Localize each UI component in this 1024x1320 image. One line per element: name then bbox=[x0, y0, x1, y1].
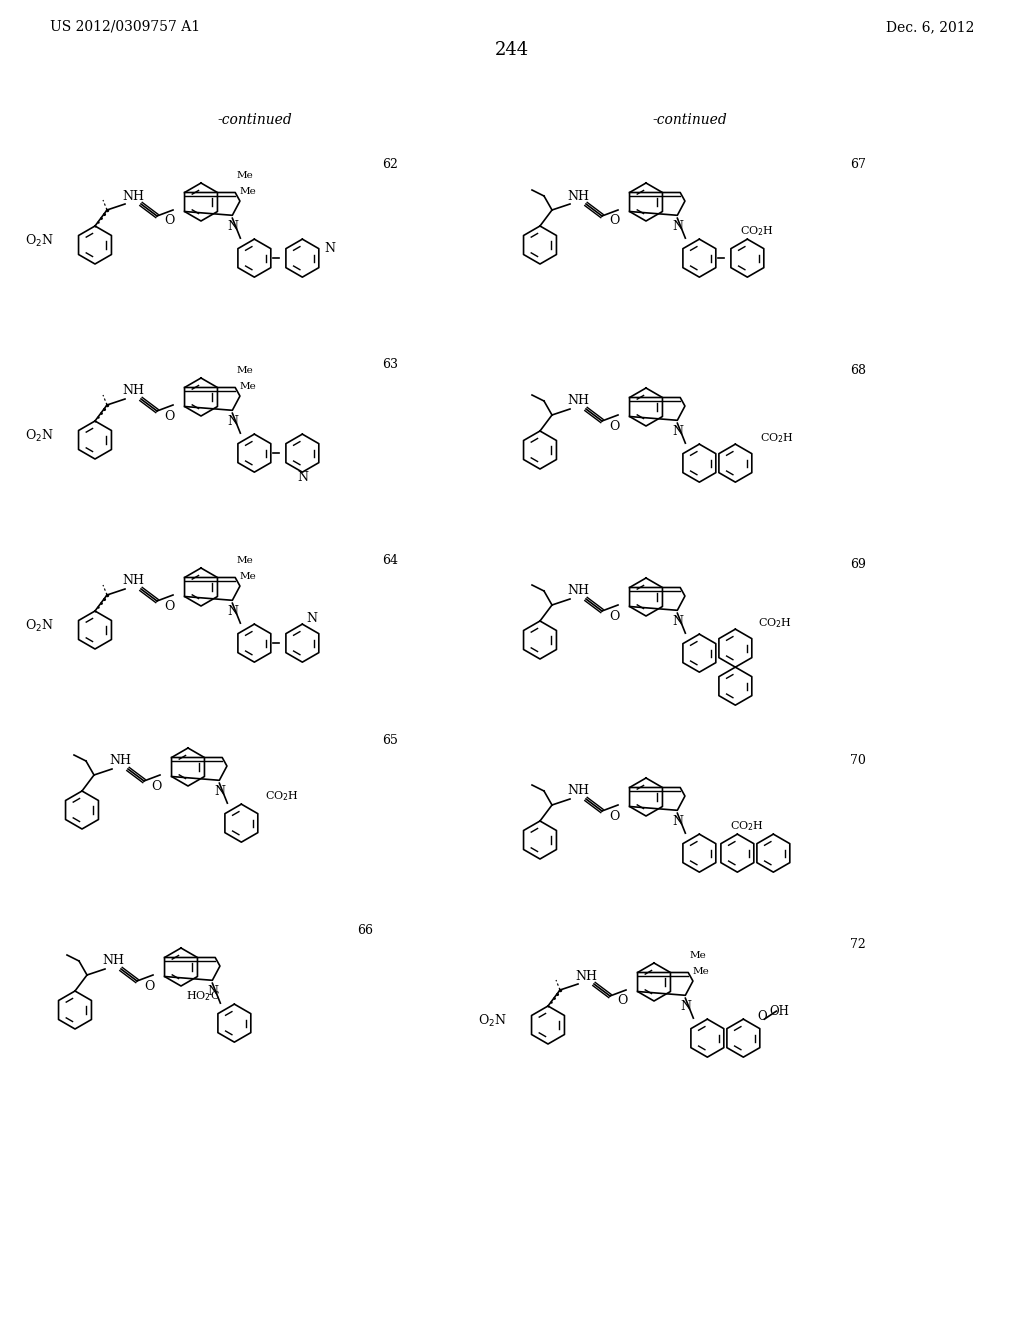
Text: 72: 72 bbox=[850, 939, 866, 952]
Text: Me: Me bbox=[237, 170, 253, 180]
Text: 70: 70 bbox=[850, 754, 866, 767]
Text: N: N bbox=[297, 471, 308, 483]
Text: N: N bbox=[227, 605, 238, 618]
Text: N: N bbox=[214, 784, 225, 797]
Text: CO$_2$H: CO$_2$H bbox=[730, 820, 764, 833]
Text: N: N bbox=[227, 219, 238, 232]
Text: O: O bbox=[617, 994, 628, 1007]
Text: NH: NH bbox=[567, 395, 589, 408]
Text: O: O bbox=[609, 214, 620, 227]
Text: NH: NH bbox=[575, 969, 597, 982]
Text: NH: NH bbox=[122, 574, 144, 587]
Text: NH: NH bbox=[567, 585, 589, 598]
Text: O: O bbox=[609, 610, 620, 623]
Text: -continued: -continued bbox=[218, 114, 293, 127]
Text: O: O bbox=[151, 780, 162, 792]
Text: NH: NH bbox=[567, 190, 589, 202]
Text: N: N bbox=[672, 615, 683, 627]
Text: 65: 65 bbox=[382, 734, 398, 747]
Text: N: N bbox=[672, 814, 683, 828]
Text: N: N bbox=[680, 999, 691, 1012]
Text: N: N bbox=[325, 242, 335, 255]
Text: 62: 62 bbox=[382, 158, 398, 172]
Text: 244: 244 bbox=[495, 41, 529, 59]
Text: 64: 64 bbox=[382, 553, 398, 566]
Text: Me: Me bbox=[240, 572, 256, 581]
Text: O: O bbox=[609, 420, 620, 433]
Text: HO$_2$C: HO$_2$C bbox=[185, 989, 220, 1003]
Text: Me: Me bbox=[240, 186, 256, 195]
Text: O$_2$N: O$_2$N bbox=[26, 232, 54, 249]
Text: O: O bbox=[144, 979, 155, 993]
Text: 66: 66 bbox=[357, 924, 373, 936]
Text: 68: 68 bbox=[850, 363, 866, 376]
Text: N: N bbox=[227, 414, 238, 428]
Text: NH: NH bbox=[122, 190, 144, 202]
Text: CO$_2$H: CO$_2$H bbox=[761, 432, 795, 445]
Text: O: O bbox=[164, 214, 174, 227]
Text: O: O bbox=[609, 809, 620, 822]
Text: O$_2$N: O$_2$N bbox=[478, 1012, 507, 1030]
Text: Me: Me bbox=[692, 966, 710, 975]
Text: N: N bbox=[672, 219, 683, 232]
Text: Dec. 6, 2012: Dec. 6, 2012 bbox=[886, 20, 974, 34]
Text: CO$_2$H: CO$_2$H bbox=[265, 789, 299, 803]
Text: O$_2$N: O$_2$N bbox=[26, 618, 54, 634]
Text: Me: Me bbox=[689, 950, 707, 960]
Text: O: O bbox=[758, 1010, 767, 1023]
Text: US 2012/0309757 A1: US 2012/0309757 A1 bbox=[50, 20, 200, 34]
Text: -continued: -continued bbox=[652, 114, 727, 127]
Text: N: N bbox=[306, 611, 317, 624]
Text: Me: Me bbox=[237, 366, 253, 375]
Text: O: O bbox=[164, 599, 174, 612]
Text: 63: 63 bbox=[382, 359, 398, 371]
Text: N: N bbox=[672, 425, 683, 438]
Text: 69: 69 bbox=[850, 558, 866, 572]
Text: NH: NH bbox=[109, 755, 131, 767]
Text: N: N bbox=[207, 985, 218, 998]
Text: CO$_2$H: CO$_2$H bbox=[739, 224, 774, 238]
Text: 67: 67 bbox=[850, 158, 866, 172]
Text: NH: NH bbox=[122, 384, 144, 397]
Text: NH: NH bbox=[567, 784, 589, 797]
Text: CO$_2$H: CO$_2$H bbox=[759, 616, 793, 630]
Text: Me: Me bbox=[237, 556, 253, 565]
Text: O$_2$N: O$_2$N bbox=[26, 428, 54, 444]
Text: O: O bbox=[164, 409, 174, 422]
Text: NH: NH bbox=[102, 954, 124, 968]
Text: OH: OH bbox=[769, 1005, 790, 1018]
Text: Me: Me bbox=[240, 381, 256, 391]
